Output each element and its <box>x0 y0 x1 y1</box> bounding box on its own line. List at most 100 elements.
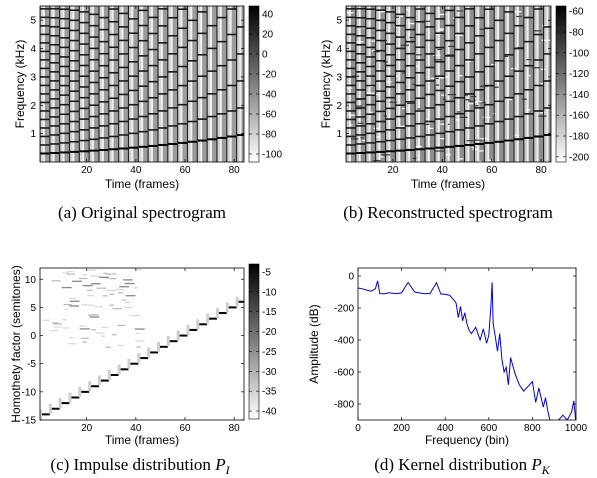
b-frame-band <box>454 6 460 162</box>
b-noise <box>437 48 443 51</box>
c-faint-activation <box>53 323 62 325</box>
a-frame-band-light <box>82 6 84 162</box>
b-noise <box>464 94 469 96</box>
a-frame-band <box>236 6 242 162</box>
a-frame-band <box>138 6 144 162</box>
a-frame-band-light <box>111 6 114 162</box>
b-noise <box>361 27 366 29</box>
b-noise <box>407 22 415 25</box>
c-ytick-label: 10 <box>25 275 37 286</box>
d-xtick-label: 0 <box>355 423 361 434</box>
b-noise <box>446 154 451 156</box>
b-frame-band-light <box>457 6 460 162</box>
panel-a-xlabel: Time (frames) <box>105 177 179 191</box>
c-faint-activation <box>130 315 140 317</box>
b-noise <box>479 138 487 140</box>
c-faint-activation <box>86 304 95 306</box>
b-noise <box>456 111 461 113</box>
b-noise <box>491 64 496 66</box>
b-noise <box>394 26 401 28</box>
c-faint-activation <box>90 275 101 277</box>
panel-b-caption: (b) Reconstructed spectrogram <box>343 203 553 222</box>
panel-a-ticks: 20 40 60 80 1 2 3 4 5 <box>30 6 244 176</box>
c-impulse-halo <box>68 392 72 403</box>
b-noise <box>437 29 443 31</box>
panel-a-colorbar <box>248 5 260 163</box>
panel-b-colorbar <box>555 5 567 163</box>
c-faint-activation <box>104 277 110 280</box>
c-faint-activation <box>63 327 70 329</box>
b-noise <box>468 100 476 102</box>
a-frame-band-light <box>92 6 94 162</box>
b-frame-band-light <box>497 6 499 162</box>
b-frame-band-light <box>408 6 410 162</box>
c-impulse-halo <box>137 353 141 364</box>
a-frame-band-light <box>121 6 124 162</box>
b-ytick-label: 3 <box>336 72 342 83</box>
b-frame-band <box>464 6 470 162</box>
b-noise <box>513 11 522 13</box>
c-faint-activation <box>86 289 93 291</box>
b-noise <box>478 160 482 162</box>
b-noise <box>532 67 541 69</box>
b-frame-band-light <box>546 6 549 162</box>
a-frame-band <box>216 6 222 162</box>
b-noise <box>527 74 531 77</box>
b-noise <box>458 158 464 160</box>
b-cb-label: -200 <box>569 152 589 163</box>
b-noise <box>514 134 520 136</box>
c-faint-activation <box>64 308 69 310</box>
b-frame-band <box>365 6 371 162</box>
b-xtick-label: 80 <box>536 165 548 176</box>
b-noise <box>439 138 446 140</box>
c-impulse-halo <box>196 319 200 330</box>
a-frame-band <box>79 6 85 162</box>
c-faint-activation <box>117 344 125 347</box>
b-noise <box>362 139 367 142</box>
a-frame-band <box>118 6 124 162</box>
b-frame-band-light <box>428 6 430 162</box>
c-faint-activation <box>133 287 138 289</box>
b-noise <box>367 85 374 88</box>
a-frame-band-light <box>239 6 242 162</box>
b-frame-band-light <box>526 6 529 162</box>
a-frame-band <box>89 6 95 162</box>
b-noise <box>506 141 511 143</box>
b-noise <box>397 89 401 91</box>
b-noise <box>354 41 364 43</box>
b-frame-band <box>484 6 490 162</box>
a-frame-band <box>177 6 183 162</box>
c-faint-activation <box>94 306 104 308</box>
b-frame-band <box>513 6 519 162</box>
b-noise <box>435 150 445 152</box>
c-xtick-label: 60 <box>179 423 191 434</box>
b-noise <box>542 25 547 27</box>
b-noise <box>348 124 353 126</box>
b-noise <box>349 114 357 116</box>
c-faint-activation <box>82 341 87 343</box>
a-frame-band-light <box>72 6 75 162</box>
b-frame-band-light <box>477 6 480 162</box>
b-noise <box>438 28 445 30</box>
b-noise <box>401 107 407 110</box>
panel-c-caption-symbol: P <box>214 455 225 474</box>
b-noise <box>433 59 443 61</box>
b-noise <box>479 28 485 31</box>
panel-d-caption-sub: K <box>541 463 551 477</box>
panel-d-ticks: 0 200 400 600 800 1000 0 -200 -400 -600 -800 <box>334 268 588 434</box>
b-noise <box>516 15 522 18</box>
a-cb-label: 40 <box>262 10 274 21</box>
b-frame-band-light <box>348 6 351 162</box>
b-noise <box>470 95 477 98</box>
a-frame-band <box>226 6 232 162</box>
b-frame-band <box>375 6 381 162</box>
b-noise <box>479 150 486 152</box>
c-faint-activation <box>117 324 126 327</box>
panel-c-colorbar-ticks: -5 -10 -15 -20 -25 -30 -35 -40 <box>249 267 277 418</box>
c-faint-activation <box>86 269 97 271</box>
b-noise <box>474 139 483 141</box>
b-noise <box>435 77 439 80</box>
c-faint-activation <box>105 346 112 348</box>
c-impulse-halo <box>40 409 42 420</box>
b-noise <box>428 127 434 130</box>
